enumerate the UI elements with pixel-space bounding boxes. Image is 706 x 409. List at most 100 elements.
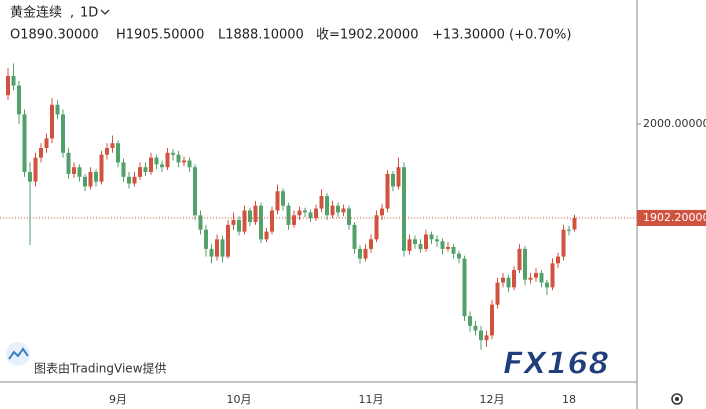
candle-body xyxy=(528,277,533,280)
candle-body xyxy=(204,229,208,249)
candle-body xyxy=(336,205,340,213)
candle-body xyxy=(396,167,401,187)
candle-body xyxy=(468,316,472,326)
candle-body xyxy=(193,167,197,216)
candle-body xyxy=(429,234,434,240)
candle-body xyxy=(44,138,49,149)
candle-body xyxy=(187,160,192,168)
candle-body xyxy=(545,282,549,288)
candle-body xyxy=(138,167,142,177)
candle-body xyxy=(567,229,571,231)
candle-body xyxy=(149,157,153,173)
candle-body xyxy=(572,217,577,230)
candle-body xyxy=(435,239,439,242)
badge-icon-bg xyxy=(6,342,30,366)
candle-body xyxy=(270,210,274,232)
candle-body xyxy=(473,325,478,331)
candle-body xyxy=(369,239,373,249)
legend-change: +13.30000 (+0.70%) xyxy=(432,28,571,43)
legend-open: O1890.30000 xyxy=(10,28,99,43)
candle-body xyxy=(198,215,203,230)
candle-body xyxy=(11,75,16,86)
candle-body xyxy=(28,172,32,182)
last-price-box xyxy=(637,209,706,226)
candle-body xyxy=(275,191,280,211)
candle-body xyxy=(451,246,456,254)
candle-body xyxy=(341,208,346,213)
candle-body xyxy=(325,196,329,216)
watermark: 图表由TradingView提供 xyxy=(34,361,167,376)
candle-body xyxy=(352,224,357,249)
candle-body xyxy=(512,270,516,288)
candle-body xyxy=(347,208,351,225)
gear[interactable] xyxy=(671,393,683,405)
candle-body xyxy=(550,263,555,288)
candle-body xyxy=(110,143,115,149)
candle-body xyxy=(407,239,412,251)
candle-body xyxy=(171,152,175,155)
candle-body xyxy=(446,246,450,249)
candle-body xyxy=(116,143,120,163)
legend-close: 收=1902.20000 xyxy=(316,28,418,43)
candle-body xyxy=(402,167,406,251)
candle-body xyxy=(281,191,285,206)
candle-body xyxy=(220,239,225,257)
candle-body xyxy=(160,164,164,168)
candle-body xyxy=(303,210,307,213)
interval[interactable]: 1D xyxy=(80,6,98,21)
candle-body xyxy=(495,282,500,305)
candle-body xyxy=(297,210,302,216)
candle-body xyxy=(215,239,219,257)
x-tick-label: 9月 xyxy=(109,393,127,406)
candle-body xyxy=(523,248,527,280)
badge-icon xyxy=(8,347,29,360)
candle-body xyxy=(490,304,494,336)
candle-body xyxy=(380,208,384,216)
candle-body xyxy=(66,152,71,174)
candle-body xyxy=(385,173,390,209)
candle-body xyxy=(308,212,313,219)
candle-body xyxy=(55,104,60,115)
candle-body xyxy=(61,114,65,153)
y-tick-label: 2000.00000 xyxy=(643,117,706,130)
candle-body xyxy=(374,215,379,240)
last-price-label: 1902.20000 xyxy=(643,211,706,224)
candle-body xyxy=(479,330,483,341)
x-tick-label: 12月 xyxy=(480,393,505,406)
plot xyxy=(6,63,577,350)
candle-body xyxy=(77,167,82,177)
candle-body xyxy=(99,154,104,182)
candle-body xyxy=(143,167,148,173)
candle-body xyxy=(462,258,467,317)
candle-body xyxy=(286,205,291,225)
candle-body xyxy=(363,248,368,259)
candle-body xyxy=(319,196,324,209)
dropdown-icon[interactable] xyxy=(100,9,110,15)
candle-body xyxy=(413,239,417,245)
candle-body xyxy=(418,244,423,249)
candle-body xyxy=(424,234,428,249)
x-tick-label: 18 xyxy=(562,393,576,406)
candle-body xyxy=(72,167,76,174)
candle-body xyxy=(264,231,269,240)
candle-body xyxy=(561,229,566,257)
candle-body xyxy=(33,157,38,182)
candle-body xyxy=(39,148,43,158)
candle-body xyxy=(132,176,137,184)
candle-body xyxy=(506,277,511,288)
settings-icon[interactable] xyxy=(671,393,683,405)
legend-high: H1905.50000 xyxy=(116,28,204,43)
x-tick-label: 10月 xyxy=(227,393,252,406)
candle-body xyxy=(517,248,522,271)
candle-body xyxy=(231,220,236,225)
candle-body xyxy=(154,157,159,165)
candle-body xyxy=(182,160,186,163)
gear-center[interactable] xyxy=(675,397,679,401)
candle-body xyxy=(165,152,170,168)
candle-body xyxy=(248,210,252,223)
candle-body xyxy=(253,205,258,223)
candle-body xyxy=(209,248,214,257)
x-tick-label: 11月 xyxy=(359,393,384,406)
candle-body xyxy=(17,85,21,115)
